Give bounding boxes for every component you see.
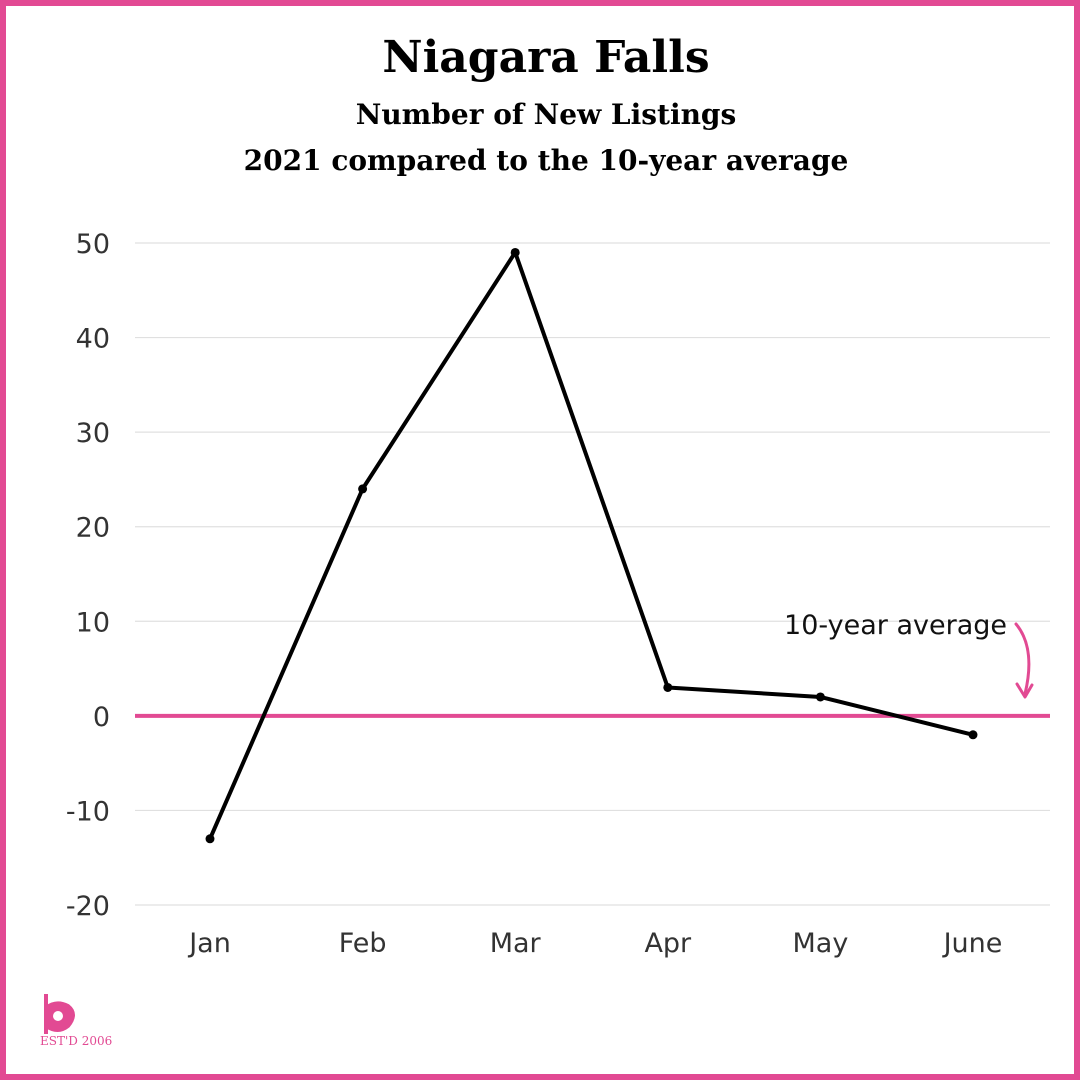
- data-point: [205, 834, 215, 844]
- line-chart: 50 40 30 20 10 0 -10 -20 Jan Feb Mar Apr May June 10-y…: [66, 229, 1050, 959]
- annotation-arrow: [1014, 622, 1031, 696]
- series-line: [208, 250, 974, 840]
- x-tick-label: Feb: [339, 928, 387, 959]
- y-tick-label: -10: [66, 796, 110, 827]
- y-tick-label: 10: [76, 607, 110, 638]
- data-point: [815, 692, 825, 702]
- annotation-arrowhead: [1015, 682, 1034, 699]
- data-point: [663, 682, 673, 692]
- chart-title: Niagara Falls: [382, 32, 710, 83]
- x-tick-label: Apr: [644, 928, 692, 959]
- chart-subtitle: Number of New Listings: [355, 98, 737, 131]
- y-tick-label: 50: [76, 229, 110, 260]
- logo-established-text: EST'D 2006: [40, 1034, 113, 1048]
- x-tick-label: Mar: [490, 928, 542, 959]
- y-tick-label: 0: [93, 702, 110, 733]
- chart-subtitle-comparison: 2021 compared to the 10-year average: [243, 144, 849, 177]
- data-point: [510, 247, 520, 257]
- y-tick-label: 20: [76, 513, 110, 544]
- y-tick-label: 40: [76, 324, 110, 355]
- y-tick-label: -20: [66, 891, 110, 922]
- y-tick-label: 30: [76, 418, 110, 449]
- x-tick-label: Jan: [187, 928, 231, 959]
- annotation-label: 10-year average: [784, 610, 1007, 641]
- x-tick-label: June: [942, 928, 1003, 959]
- data-point: [358, 484, 368, 494]
- brand-logo: [44, 994, 75, 1034]
- data-point: [968, 730, 978, 740]
- x-tick-label: May: [792, 928, 848, 959]
